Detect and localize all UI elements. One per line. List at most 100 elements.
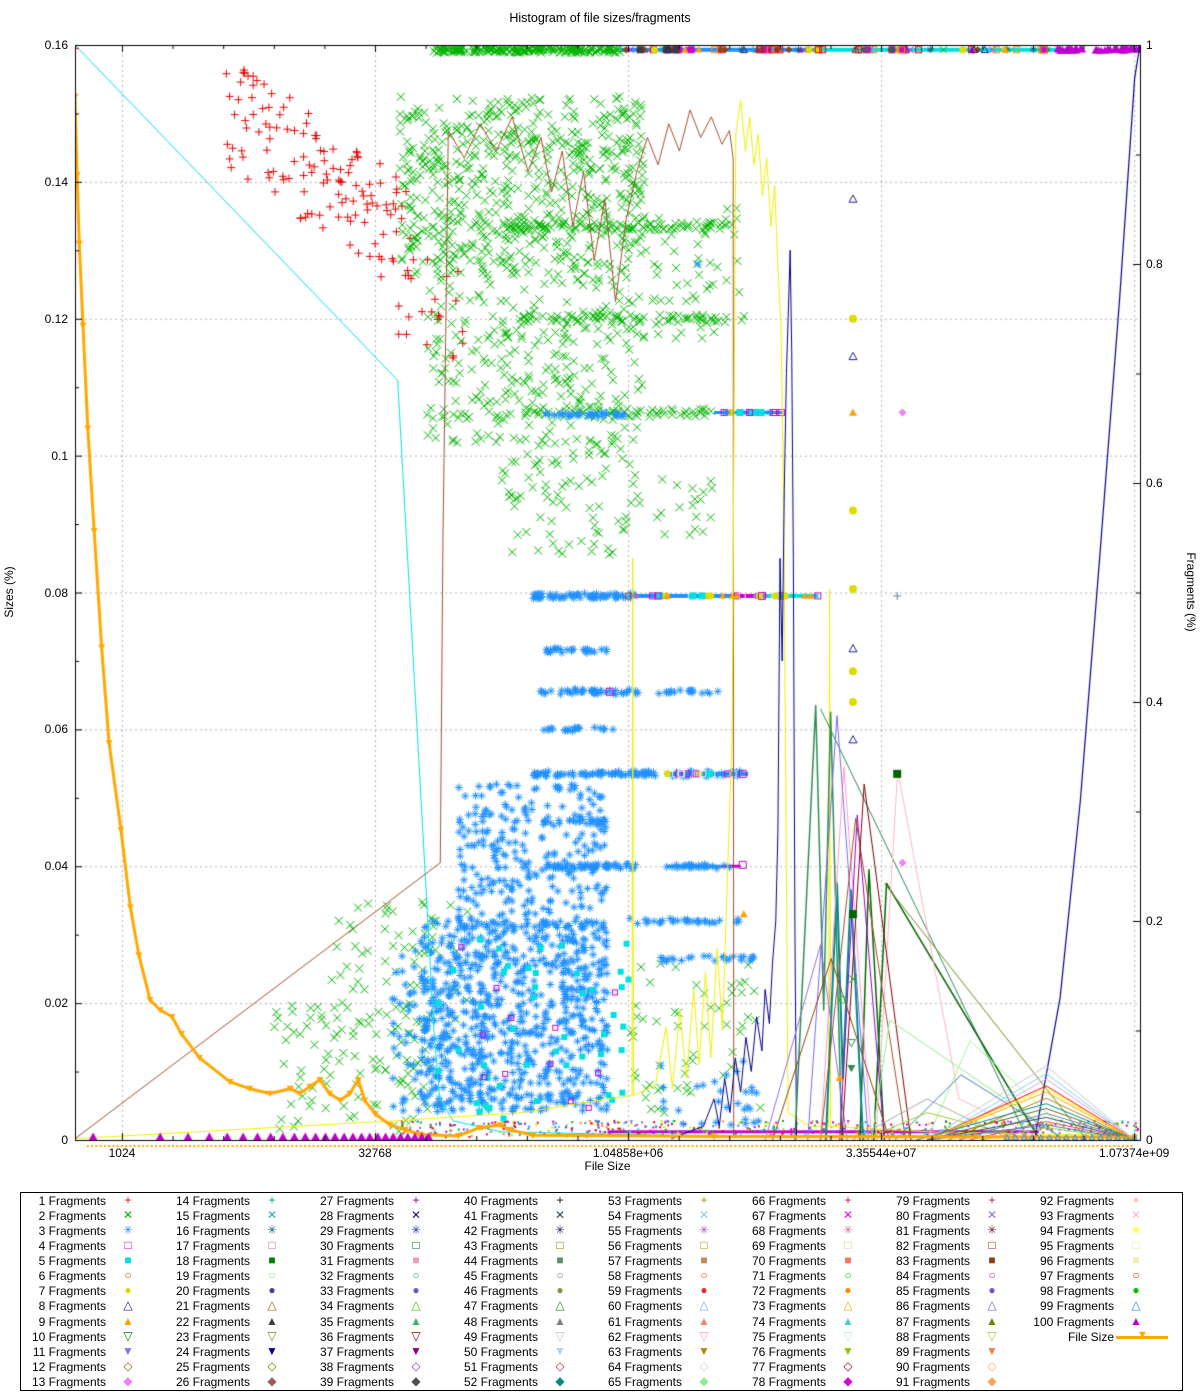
legend-item-symbol-icon: ✕ xyxy=(1130,1208,1142,1223)
legend-item-label: 75 Fragments xyxy=(751,1329,826,1344)
legend-item-symbol-icon: ▼ xyxy=(554,1343,566,1358)
legend-item-symbol-icon: ○ xyxy=(268,1268,276,1283)
legend-item-symbol-icon: □ xyxy=(700,1238,708,1253)
legend-item-symbol-icon: ▼ xyxy=(698,1343,710,1358)
legend-item-symbol-icon: ○ xyxy=(124,1268,132,1283)
legend-item-symbol-icon: ○ xyxy=(556,1268,564,1283)
legend-item-label: 49 Fragments xyxy=(463,1329,538,1344)
y-right-tick-label: 0 xyxy=(1146,1133,1153,1147)
legend-item-symbol-icon: △ xyxy=(555,1298,565,1313)
legend-item-symbol-icon: △ xyxy=(987,1298,997,1313)
legend-item-label: 36 Fragments xyxy=(319,1329,394,1344)
legend-item-label: 31 Fragments xyxy=(319,1254,394,1269)
legend-item-symbol-icon: ◇ xyxy=(123,1358,133,1373)
legend-item-label: 57 Fragments xyxy=(607,1254,682,1269)
legend-item-symbol-icon: ✳ xyxy=(842,1223,854,1238)
legend-item-symbol-icon: ◆ xyxy=(267,1373,277,1388)
legend-item-label: 74 Fragments xyxy=(751,1314,826,1329)
y-left-tick-label: 0.12 xyxy=(44,311,68,326)
legend-item-label: 82 Fragments xyxy=(895,1239,970,1254)
legend-item-label: 3 Fragments xyxy=(38,1224,106,1239)
legend-item-label: 80 Fragments xyxy=(895,1209,970,1224)
legend-item-symbol-icon: ◆ xyxy=(843,1373,853,1388)
legend-item-label: 56 Fragments xyxy=(607,1239,682,1254)
legend-item-label: 1 Fragments xyxy=(38,1194,106,1208)
legend-item-symbol-icon: □ xyxy=(1132,1238,1140,1253)
legend-item-symbol-icon: ● xyxy=(412,1283,420,1298)
legend-item-label: 68 Fragments xyxy=(751,1224,826,1239)
legend-item-label: 24 Fragments xyxy=(175,1344,250,1359)
legend-item-label: 91 Fragments xyxy=(895,1374,970,1389)
legend: 1 Fragments +2 Fragments ✕ 3 Fragments ✳ 4 Fr… xyxy=(20,1192,1183,1391)
legend-item-symbol-icon: ■ xyxy=(268,1253,276,1268)
x-tick-label: 3.35544e+07 xyxy=(845,1146,917,1160)
legend-item-symbol-icon: ▼ xyxy=(842,1343,854,1358)
legend-item-symbol-icon: ✕ xyxy=(266,1208,278,1223)
x-tick-label: 1024 xyxy=(108,1146,136,1160)
y-left-tick-label: 0.02 xyxy=(44,996,68,1011)
legend-item-symbol-icon: △ xyxy=(1131,1298,1141,1313)
legend-item-symbol-icon: ▲ xyxy=(266,1313,278,1328)
legend-file-size-marker-icon: ▼ xyxy=(1137,1328,1148,1341)
legend-item-symbol-icon: △ xyxy=(411,1298,421,1313)
legend-item-label: 47 Fragments xyxy=(463,1299,538,1314)
legend-item-label: 6 Fragments xyxy=(38,1269,106,1284)
legend-item-label: 70 Fragments xyxy=(751,1254,826,1269)
legend-item-label: 99 Fragments xyxy=(1039,1299,1114,1314)
legend-item-label: 61 Fragments xyxy=(607,1314,682,1329)
legend-item-symbol-icon: + xyxy=(556,1193,564,1207)
legend-item-symbol-icon: ✕ xyxy=(410,1208,422,1223)
legend-item-symbol-icon: ○ xyxy=(844,1268,852,1283)
legend-item-symbol-icon: + xyxy=(412,1193,420,1207)
y-right-tick-label: 0.2 xyxy=(1146,914,1163,928)
legend-item-symbol-icon: ■ xyxy=(124,1253,132,1268)
legend-item-label: 22 Fragments xyxy=(175,1314,250,1329)
legend-item-symbol-icon: ▲ xyxy=(410,1313,422,1328)
legend-item-label: 85 Fragments xyxy=(895,1284,970,1299)
legend-item-symbol-icon: ✕ xyxy=(986,1208,998,1223)
legend-item-label: 51 Fragments xyxy=(463,1359,538,1374)
legend-item-label: 73 Fragments xyxy=(751,1299,826,1314)
legend-item-label: 63 Fragments xyxy=(607,1344,682,1359)
legend-item-label: 43 Fragments xyxy=(463,1239,538,1254)
y-left-tick-label: 0.06 xyxy=(44,722,68,737)
y-right-tick-label: 0.8 xyxy=(1146,257,1163,271)
legend-item-label: 92 Fragments xyxy=(1039,1194,1114,1208)
y-left-tick-label: 0.16 xyxy=(44,38,68,52)
legend-item-symbol-icon: ◇ xyxy=(987,1358,997,1373)
legend-item-symbol-icon: ▲ xyxy=(554,1313,566,1328)
legend-item-label: 90 Fragments xyxy=(895,1359,970,1374)
legend-item-label: 37 Fragments xyxy=(319,1344,394,1359)
legend-item-symbol-icon: ◇ xyxy=(699,1358,709,1373)
legend-item-symbol-icon: ▲ xyxy=(842,1313,854,1328)
legend-item-label: 59 Fragments xyxy=(607,1284,682,1299)
legend-item-symbol-icon: ▼ xyxy=(410,1343,422,1358)
legend-item-label: 30 Fragments xyxy=(319,1239,394,1254)
legend-item-symbol-icon: □ xyxy=(268,1238,276,1253)
legend-item-label: 48 Fragments xyxy=(463,1314,538,1329)
legend-item-label: 54 Fragments xyxy=(607,1209,682,1224)
legend-item-label: 26 Fragments xyxy=(175,1374,250,1389)
legend-item-symbol-icon: + xyxy=(844,1193,852,1207)
legend-item-symbol-icon: ○ xyxy=(1132,1268,1140,1283)
y-right-tick-label: 0.6 xyxy=(1146,476,1163,490)
legend-item-symbol-icon: ▲ xyxy=(1130,1313,1142,1328)
legend-item-symbol-icon: △ xyxy=(699,1298,709,1313)
legend-item-label: 33 Fragments xyxy=(319,1284,394,1299)
legend-file-size-label: File Size xyxy=(1067,1329,1114,1344)
legend-item-symbol-icon: ▽ xyxy=(555,1328,565,1343)
legend-item-symbol-icon: ○ xyxy=(700,1268,708,1283)
legend-item-label: 72 Fragments xyxy=(751,1284,826,1299)
legend-item-label: 94 Fragments xyxy=(1039,1224,1114,1239)
legend-item-label: 41 Fragments xyxy=(463,1209,538,1224)
legend-item-label: 7 Fragments xyxy=(38,1284,106,1299)
legend-item-symbol-icon: ✳ xyxy=(410,1223,422,1238)
legend-item-label: 88 Fragments xyxy=(895,1329,970,1344)
legend-item-symbol-icon: ● xyxy=(124,1283,132,1298)
legend-item-symbol-icon: ▲ xyxy=(698,1313,710,1328)
legend-item-symbol-icon: ■ xyxy=(700,1253,708,1268)
legend-item-label: 87 Fragments xyxy=(895,1314,970,1329)
legend-item-symbol-icon: ✕ xyxy=(554,1208,566,1223)
legend-item-label: 89 Fragments xyxy=(895,1344,970,1359)
legend-item-label: 62 Fragments xyxy=(607,1329,682,1344)
